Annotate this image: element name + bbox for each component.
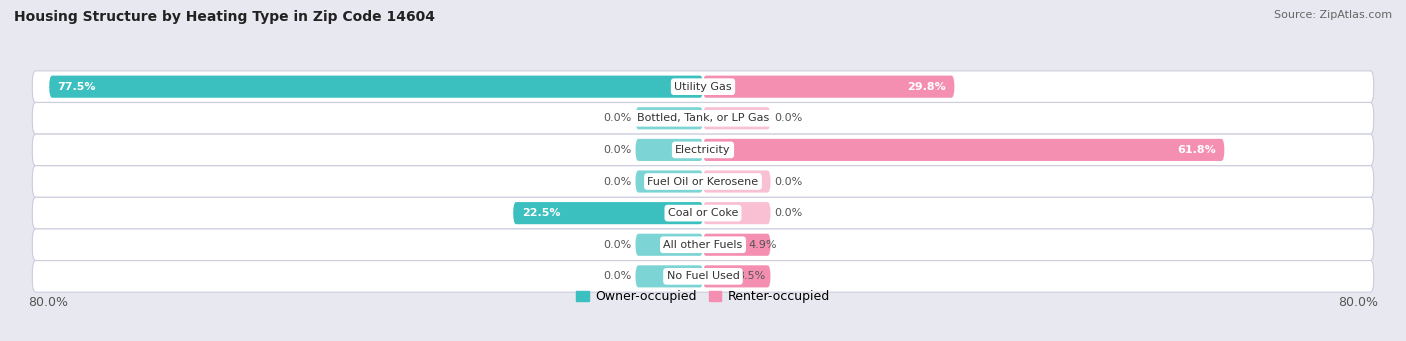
FancyBboxPatch shape	[32, 103, 1374, 134]
Text: 0.0%: 0.0%	[603, 145, 631, 155]
Text: 0.0%: 0.0%	[603, 240, 631, 250]
Text: No Fuel Used: No Fuel Used	[666, 271, 740, 281]
FancyBboxPatch shape	[32, 134, 1374, 166]
Text: 3.5%: 3.5%	[737, 271, 765, 281]
Text: 0.0%: 0.0%	[775, 208, 803, 218]
FancyBboxPatch shape	[49, 76, 703, 98]
FancyBboxPatch shape	[703, 265, 770, 287]
Text: 61.8%: 61.8%	[1177, 145, 1216, 155]
FancyBboxPatch shape	[636, 170, 703, 193]
Text: 29.8%: 29.8%	[907, 82, 946, 92]
FancyBboxPatch shape	[32, 261, 1374, 292]
Text: All other Fuels: All other Fuels	[664, 240, 742, 250]
Text: Electricity: Electricity	[675, 145, 731, 155]
Text: 4.9%: 4.9%	[748, 240, 778, 250]
Text: 0.0%: 0.0%	[603, 271, 631, 281]
FancyBboxPatch shape	[32, 229, 1374, 261]
Text: Housing Structure by Heating Type in Zip Code 14604: Housing Structure by Heating Type in Zip…	[14, 10, 434, 24]
FancyBboxPatch shape	[636, 107, 703, 129]
Text: Coal or Coke: Coal or Coke	[668, 208, 738, 218]
FancyBboxPatch shape	[703, 139, 1225, 161]
FancyBboxPatch shape	[32, 197, 1374, 229]
Text: 0.0%: 0.0%	[603, 113, 631, 123]
FancyBboxPatch shape	[703, 202, 770, 224]
Legend: Owner-occupied, Renter-occupied: Owner-occupied, Renter-occupied	[571, 285, 835, 308]
Text: 22.5%: 22.5%	[522, 208, 560, 218]
Text: 77.5%: 77.5%	[58, 82, 96, 92]
Text: Utility Gas: Utility Gas	[675, 82, 731, 92]
FancyBboxPatch shape	[32, 166, 1374, 197]
FancyBboxPatch shape	[703, 107, 770, 129]
Text: 0.0%: 0.0%	[603, 177, 631, 187]
FancyBboxPatch shape	[636, 265, 703, 287]
FancyBboxPatch shape	[703, 170, 770, 193]
FancyBboxPatch shape	[513, 202, 703, 224]
Text: 0.0%: 0.0%	[775, 113, 803, 123]
FancyBboxPatch shape	[703, 234, 770, 256]
FancyBboxPatch shape	[636, 234, 703, 256]
FancyBboxPatch shape	[703, 76, 955, 98]
Text: Fuel Oil or Kerosene: Fuel Oil or Kerosene	[647, 177, 759, 187]
Text: Source: ZipAtlas.com: Source: ZipAtlas.com	[1274, 10, 1392, 20]
FancyBboxPatch shape	[32, 71, 1374, 103]
FancyBboxPatch shape	[636, 139, 703, 161]
Text: Bottled, Tank, or LP Gas: Bottled, Tank, or LP Gas	[637, 113, 769, 123]
Text: 0.0%: 0.0%	[775, 177, 803, 187]
Text: 80.0%: 80.0%	[1339, 296, 1378, 309]
Text: 80.0%: 80.0%	[28, 296, 67, 309]
